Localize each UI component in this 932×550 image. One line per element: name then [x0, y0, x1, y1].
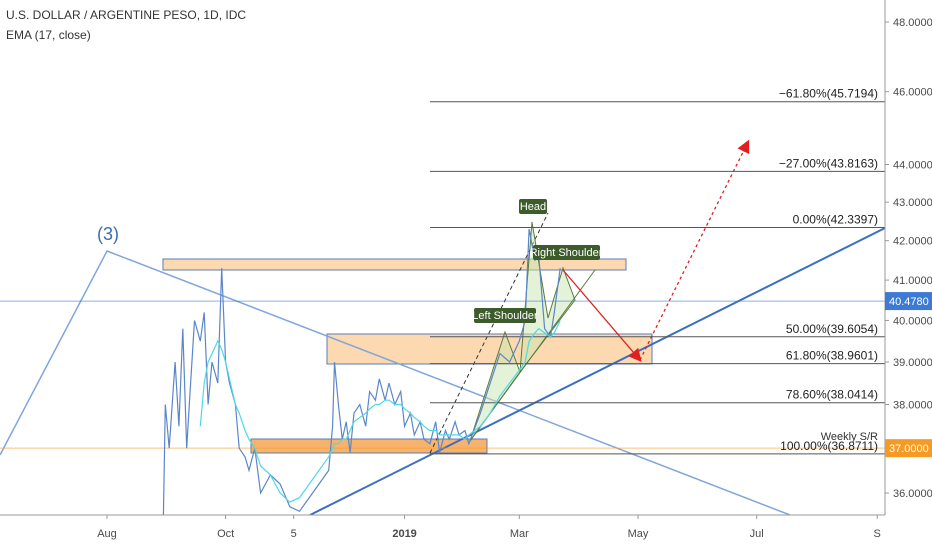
- support-label: Weekly S/R: [821, 431, 878, 443]
- y-tick-label: 40.0000: [893, 316, 932, 328]
- head-label: Head: [520, 201, 546, 213]
- fib-label: 100.00%(36.8711): [780, 439, 878, 453]
- y-tick-label: 38.0000: [893, 400, 932, 412]
- head-badge: [519, 199, 547, 214]
- arrow-down: [562, 269, 642, 362]
- price-badge-label: 40.4780: [889, 296, 929, 308]
- right-shoulder-label: Right Shoulder: [530, 247, 603, 259]
- resistance-zone: [162, 258, 627, 271]
- plot-area: [0, 101, 885, 515]
- x-tick-label: May: [628, 528, 649, 540]
- price-line-series: [162, 228, 561, 515]
- fib-label: 0.00%(42.3397): [793, 212, 878, 226]
- y-tick-label: 46.0000: [893, 87, 932, 99]
- x-tick-label: S: [874, 528, 881, 540]
- fib-zone: [326, 333, 653, 365]
- x-tick-label: Oct: [217, 528, 234, 540]
- arrow-up: [639, 139, 750, 361]
- fib-label: 61.80%(38.9601): [786, 349, 878, 363]
- x-tick-label: 2019: [392, 528, 416, 540]
- price-badge-label: 37.0000: [889, 443, 929, 455]
- title: U.S. DOLLAR / ARGENTINE PESO, 1D, IDC: [6, 8, 246, 22]
- left-shoulder-badge: [474, 308, 536, 323]
- trend-line: [309, 227, 885, 515]
- y-tick-label: 41.0000: [893, 275, 932, 287]
- wave-label: (3): [97, 224, 119, 244]
- right-shoulder-badge: [533, 245, 600, 260]
- y-tick-label: 39.0000: [893, 357, 932, 369]
- x-tick-label: Jul: [750, 528, 764, 540]
- x-tick-label: Mar: [510, 528, 529, 540]
- fib-label: 78.60%(38.0414): [786, 388, 878, 402]
- wave-line: [0, 250, 791, 515]
- fib-label: −27.00%(43.8163): [779, 156, 878, 170]
- left-shoulder-label: Left Shoulder: [472, 310, 538, 322]
- y-tick-label: 36.0000: [893, 488, 932, 500]
- x-tick-label: Aug: [97, 528, 117, 540]
- price-badge: [885, 292, 932, 311]
- price-line-series: [199, 320, 561, 503]
- fib-label: 50.00%(39.6054): [786, 322, 878, 336]
- dashed-line: [429, 212, 549, 454]
- fib-label: −61.80%(45.7194): [779, 87, 878, 101]
- y-tick-label: 43.0000: [893, 197, 932, 209]
- x-tick-label: 5: [291, 528, 297, 540]
- indicator: EMA (17, close): [6, 28, 91, 42]
- y-tick-label: 44.0000: [893, 159, 932, 171]
- y-tick-label: 48.0000: [893, 17, 932, 29]
- y-tick-label: 42.0000: [893, 236, 932, 248]
- price-badge: [885, 439, 932, 458]
- support-zone: [250, 438, 488, 454]
